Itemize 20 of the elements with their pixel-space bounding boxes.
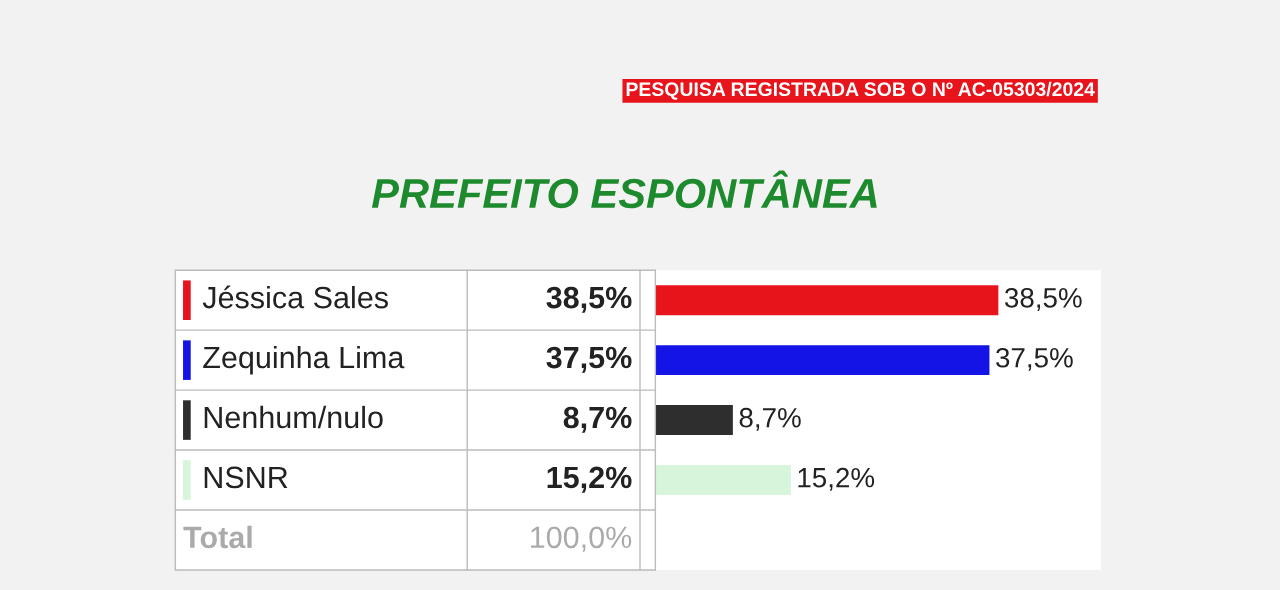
- data-label: 15,2%: [547, 466, 632, 493]
- y-tick-label: NSNR: [204, 466, 288, 489]
- text: 8,7%: [739, 407, 801, 431]
- text: 15,2%: [798, 467, 875, 491]
- bar: [655, 285, 999, 316]
- bar: [655, 345, 990, 376]
- text: 100,0%: [531, 526, 632, 552]
- text: 37,5%: [996, 347, 1073, 371]
- data-label: 38,5%: [546, 286, 632, 313]
- bar: [655, 405, 733, 436]
- chart-title: PREFEITO ESPONTÂNEA: [371, 170, 877, 209]
- text: PESQUISA REGISTRADA SOB O Nº AC-05303/2024: [626, 81, 1095, 100]
- bar: [655, 465, 791, 496]
- y-tick-label: Zequinha Lima: [203, 345, 405, 375]
- y-tick-label: Jéssica Sales: [202, 285, 388, 309]
- text: Total: [183, 525, 252, 549]
- data-label: 8,7%: [563, 406, 632, 433]
- data-label: 37,5%: [546, 346, 632, 373]
- text: 38,5%: [1004, 287, 1082, 311]
- y-tick-label: Nenhum/nulo: [204, 405, 383, 429]
